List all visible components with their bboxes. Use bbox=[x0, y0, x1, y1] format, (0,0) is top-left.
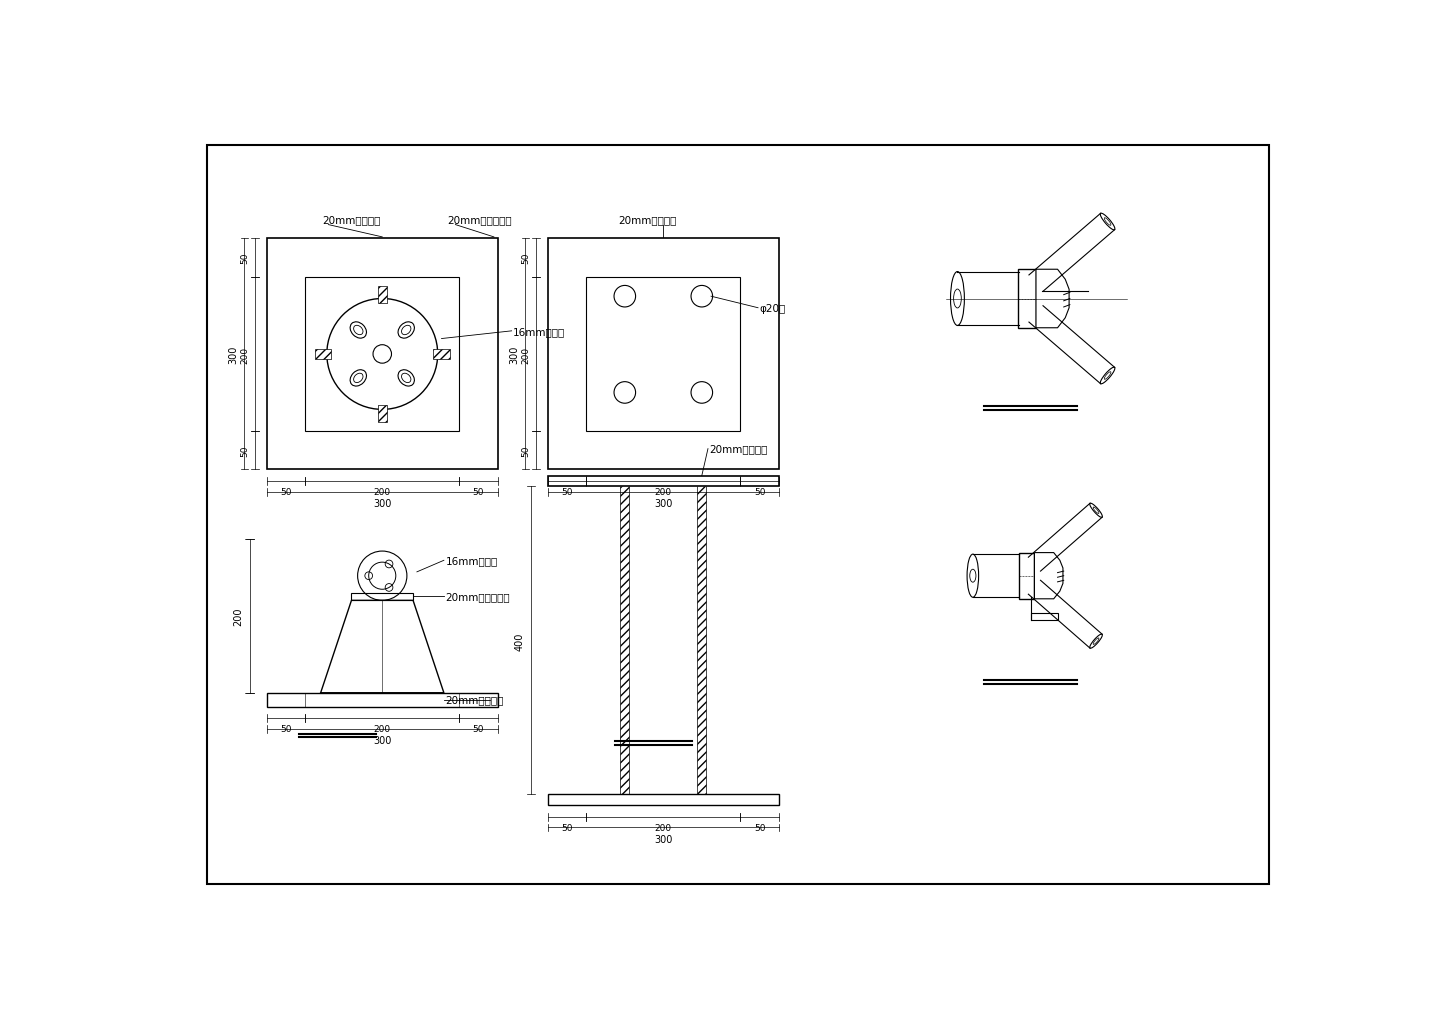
Text: 20mm厚支座底板: 20mm厚支座底板 bbox=[448, 215, 513, 225]
Bar bbox=[305, 277, 459, 431]
Text: 200: 200 bbox=[374, 725, 390, 734]
Text: 200: 200 bbox=[521, 346, 530, 363]
Bar bbox=[547, 239, 779, 470]
Bar bbox=[1020, 553, 1034, 599]
Polygon shape bbox=[1035, 270, 1068, 328]
Bar bbox=[377, 406, 387, 422]
Text: 200: 200 bbox=[655, 488, 672, 496]
Text: 300: 300 bbox=[510, 345, 520, 364]
Bar bbox=[266, 693, 498, 707]
Text: 50: 50 bbox=[521, 445, 530, 457]
Text: 300: 300 bbox=[373, 736, 392, 745]
Text: 400: 400 bbox=[514, 632, 524, 650]
Text: 50: 50 bbox=[753, 488, 765, 496]
Bar bbox=[547, 476, 779, 487]
Bar bbox=[697, 487, 707, 795]
Text: 50: 50 bbox=[472, 725, 484, 734]
Text: 50: 50 bbox=[281, 488, 292, 496]
Text: 300: 300 bbox=[229, 345, 238, 364]
Text: 50: 50 bbox=[240, 445, 249, 457]
Bar bbox=[314, 350, 331, 360]
Text: 16mm厚动板: 16mm厚动板 bbox=[513, 326, 566, 336]
Text: 200: 200 bbox=[233, 607, 243, 626]
Text: 200: 200 bbox=[655, 823, 672, 833]
Bar bbox=[351, 593, 413, 601]
Bar bbox=[586, 277, 740, 431]
Text: 50: 50 bbox=[521, 253, 530, 264]
Bar bbox=[1018, 270, 1035, 328]
Text: 20mm厚预埋板: 20mm厚预埋板 bbox=[323, 215, 380, 225]
Text: 50: 50 bbox=[472, 488, 484, 496]
Bar bbox=[621, 487, 629, 795]
Polygon shape bbox=[1034, 553, 1063, 599]
Text: 300: 300 bbox=[373, 498, 392, 508]
Text: 300: 300 bbox=[654, 834, 672, 844]
Text: 50: 50 bbox=[562, 488, 573, 496]
Text: 200: 200 bbox=[374, 488, 390, 496]
Text: 300: 300 bbox=[654, 498, 672, 508]
Bar bbox=[433, 350, 451, 360]
Text: 20mm厚预埋板: 20mm厚预埋板 bbox=[619, 215, 677, 225]
Text: 50: 50 bbox=[240, 253, 249, 264]
Text: 16mm厚动板: 16mm厚动板 bbox=[445, 555, 498, 566]
Text: φ20孔: φ20孔 bbox=[759, 304, 786, 314]
Bar bbox=[377, 287, 387, 304]
Text: 200: 200 bbox=[240, 346, 249, 363]
Text: 20mm厚支座底板: 20mm厚支座底板 bbox=[445, 592, 510, 602]
Text: 50: 50 bbox=[281, 725, 292, 734]
Text: 50: 50 bbox=[562, 823, 573, 833]
Bar bbox=[547, 795, 779, 805]
Bar bbox=[266, 239, 498, 470]
Bar bbox=[1031, 613, 1057, 621]
Text: 20mm厚预埋板: 20mm厚预埋板 bbox=[445, 695, 504, 705]
Text: 20mm厚预埋板: 20mm厚预埋板 bbox=[710, 444, 768, 454]
Text: 50: 50 bbox=[753, 823, 765, 833]
